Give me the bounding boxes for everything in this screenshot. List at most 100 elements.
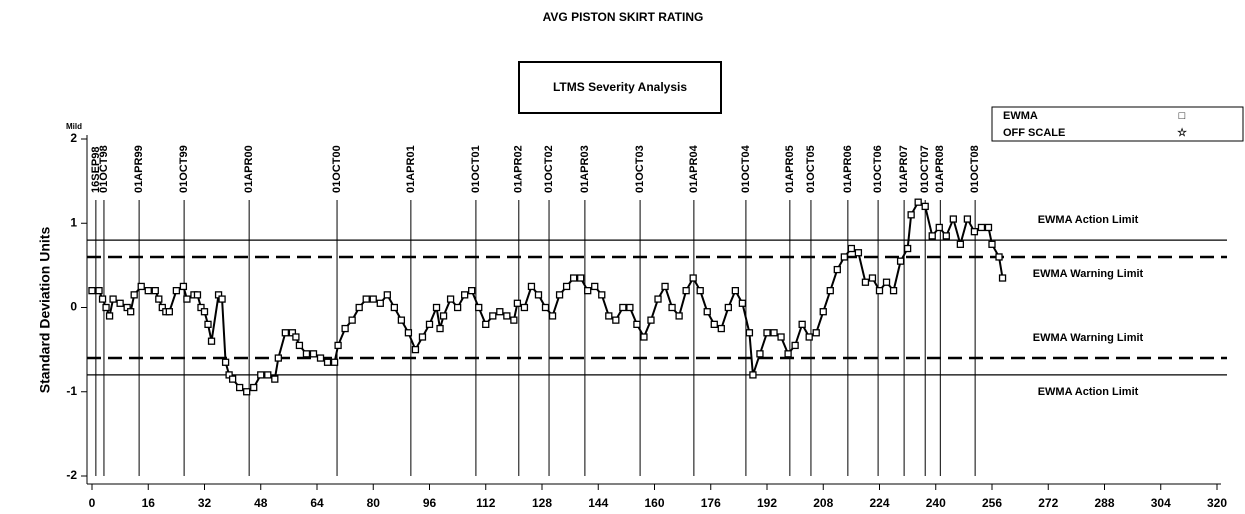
- ewma-point: [584, 286, 592, 295]
- ewma-point: [784, 350, 792, 358]
- ewma-point: [977, 223, 986, 232]
- ewma-point: [390, 303, 398, 312]
- ewma-point: [116, 299, 124, 307]
- ewma-point: [257, 371, 265, 379]
- ewma-point: [668, 303, 676, 312]
- ewma-point: [383, 291, 391, 299]
- ewma-point: [172, 286, 181, 295]
- ewma-point: [819, 308, 827, 316]
- ewma-point: [98, 295, 107, 303]
- ewma-point: [295, 341, 304, 350]
- event-label: 01APR05: [784, 145, 796, 193]
- ewma-point: [854, 249, 863, 257]
- ewma-point: [914, 198, 922, 206]
- ewma-point: [250, 383, 258, 392]
- legend-label: OFF SCALE: [1003, 127, 1065, 139]
- event-label: 01APR00: [243, 145, 255, 193]
- ewma-point: [461, 291, 469, 299]
- ewma-point: [875, 286, 884, 295]
- event-label: 01APR03: [579, 145, 591, 193]
- ewma-point: [330, 358, 339, 366]
- chart-title: AVG PISTON SKIRT RATING: [543, 10, 704, 24]
- ewma-point: [682, 286, 690, 295]
- ewma-point: [228, 375, 237, 383]
- ewma-point: [745, 329, 754, 337]
- x-tick-label: 112: [476, 496, 496, 510]
- ewma-point: [204, 320, 212, 329]
- ewma-point: [612, 316, 620, 324]
- ewma-point: [548, 312, 557, 320]
- ewma-point: [654, 295, 662, 303]
- ewma-point: [144, 286, 152, 295]
- ewma-point: [710, 320, 718, 329]
- ewma-point: [984, 223, 993, 232]
- x-tick-label: 288: [1094, 496, 1114, 510]
- event-label: 01OCT08: [969, 145, 981, 193]
- ewma-point: [640, 333, 648, 341]
- ewma-point: [998, 274, 1007, 282]
- ewma-point: [749, 371, 757, 379]
- ewma-point: [826, 286, 834, 295]
- ewma-point: [411, 345, 420, 354]
- ewma-point: [102, 303, 110, 312]
- ewma-point: [555, 291, 564, 299]
- ewma-point: [482, 320, 490, 329]
- ewma-point: [675, 312, 683, 320]
- x-tick-label: 176: [701, 496, 721, 510]
- ewma-point: [626, 303, 634, 312]
- ewma-point: [489, 312, 497, 320]
- y-tick-label: -1: [66, 384, 77, 398]
- ewma-point: [963, 215, 972, 223]
- x-tick-label: 0: [89, 496, 96, 510]
- x-tick-label: 96: [423, 496, 437, 510]
- event-label: 01OCT05: [805, 145, 817, 193]
- x-tick-label: 192: [757, 496, 777, 510]
- ewma-point: [418, 333, 427, 341]
- control-limit-label: EWMA Warning Limit: [1033, 268, 1144, 280]
- ewma-point: [105, 312, 114, 320]
- ewma-point: [137, 282, 145, 291]
- event-label: 01APR08: [934, 145, 946, 193]
- legend-symbol: □: [1179, 110, 1186, 122]
- y-tick-label: -2: [66, 468, 77, 482]
- ewma-point: [840, 253, 848, 261]
- ewma-point: [661, 282, 669, 291]
- ewma-point: [130, 291, 138, 299]
- event-label: 16SEP98: [90, 147, 102, 193]
- ewma-point: [605, 312, 613, 320]
- x-tick-label: 16: [142, 496, 156, 510]
- ewma-point: [309, 350, 318, 358]
- ewma-point: [995, 253, 1003, 261]
- event-label: 01OCT04: [740, 144, 752, 193]
- event-label: 01OCT03: [634, 145, 646, 193]
- y-tick-label: 2: [70, 131, 77, 145]
- y-tick-label: 0: [70, 300, 77, 314]
- ewma-point: [942, 232, 950, 240]
- ewma-point: [292, 333, 300, 341]
- ewma-point: [724, 303, 732, 312]
- x-tick-label: 272: [1038, 496, 1058, 510]
- x-tick-label: 240: [926, 496, 946, 510]
- y-axis-label: Standard Deviation Units: [37, 227, 53, 394]
- x-tick-label: 80: [367, 496, 381, 510]
- ewma-point: [243, 388, 251, 396]
- x-tick-label: 320: [1207, 496, 1227, 510]
- ewma-point: [274, 354, 282, 362]
- event-label: 01OCT06: [872, 145, 884, 193]
- ewma-point: [970, 228, 979, 236]
- ewma-point: [520, 303, 529, 312]
- ewma-point: [717, 324, 725, 333]
- event-label: 01APR02: [513, 145, 525, 193]
- ewma-point: [633, 320, 641, 329]
- x-tick-label: 224: [869, 496, 889, 510]
- ewma-point: [475, 303, 483, 312]
- subtitle-box: [518, 61, 722, 114]
- ewma-point: [647, 316, 655, 324]
- event-label: 01APR06: [842, 145, 854, 193]
- ewma-point: [323, 358, 332, 366]
- ewma-point: [868, 274, 877, 282]
- ewma-point: [95, 286, 103, 295]
- ewma-point: [798, 320, 806, 329]
- legend-label: EWMA: [1003, 110, 1038, 122]
